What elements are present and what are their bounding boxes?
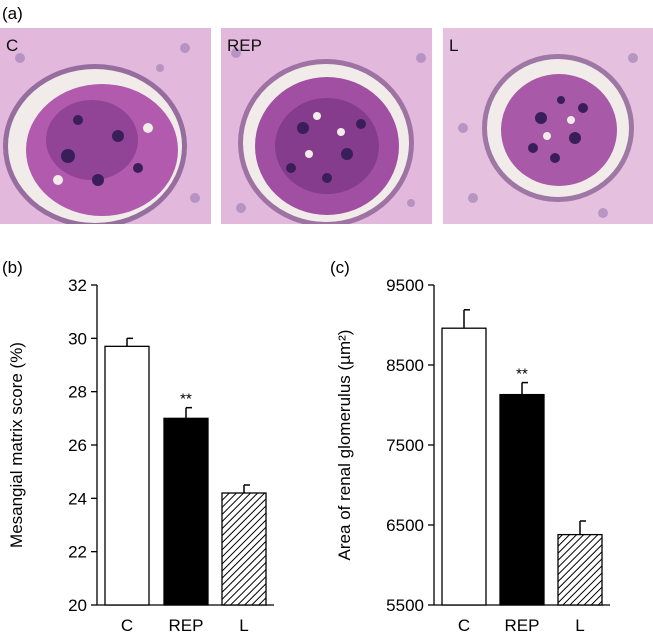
panel-b-letter: (b) — [2, 258, 23, 277]
chart-b-y-tick-label: 32 — [68, 276, 87, 295]
micrograph-rep-image — [221, 28, 432, 224]
panel-a-letter: (a) — [2, 4, 23, 23]
chart-b-y-tick-label: 26 — [68, 436, 87, 455]
micrograph-rep: REP — [221, 28, 432, 224]
chart-b-y-tick-label: 28 — [68, 383, 87, 402]
micrograph-c-image — [0, 28, 211, 224]
chart-c-y-axis-label: Area of renal glomerulus (µm²) — [335, 330, 354, 561]
chart-c-significance-marker: ** — [516, 366, 528, 383]
chart-b-y-tick-label: 20 — [68, 596, 87, 615]
chart-c-y-tick-label: 7500 — [386, 436, 424, 455]
chart-b-y-tick-label: 30 — [68, 329, 87, 348]
chart-b-category-label: REP — [169, 616, 204, 635]
chart-b-y-tick-label: 24 — [68, 489, 87, 508]
chart-c-y-tick-label: 8500 — [386, 356, 424, 375]
chart-b-category-label: L — [239, 616, 248, 635]
chart-c-bar-rep — [499, 393, 545, 606]
chart-c-bar-l — [557, 533, 603, 606]
chart-c-y-tick-label: 5500 — [386, 596, 424, 615]
chart-c-y-tick-label: 9500 — [386, 276, 424, 295]
chart-b-category-label: C — [121, 616, 133, 635]
chart-c-bar-c — [441, 327, 487, 606]
chart-b-y-tick-label: 22 — [68, 543, 87, 562]
chart-b-y-axis-label: Mesangial matrix score (%) — [7, 342, 26, 548]
chart-b-bar-c — [104, 345, 150, 606]
chart-b-significance-marker: ** — [180, 391, 192, 408]
micrograph-rep-label: REP — [227, 36, 262, 55]
chart-b-bar-l — [221, 492, 267, 606]
panel-c-letter: (c) — [330, 258, 350, 277]
chart-c-y-tick-label: 6500 — [386, 516, 424, 535]
chart-b-bar-rep — [163, 417, 209, 606]
micrograph-c: C — [0, 28, 211, 224]
chart-c-category-label: L — [575, 616, 584, 635]
chart-c-category-label: C — [458, 616, 470, 635]
bar-charts: 20 22 24 26 28 30 32 Mesangial matrix score (%)… — [7, 276, 610, 635]
micrograph-l-image — [443, 28, 653, 224]
micrograph-l: L — [443, 28, 653, 224]
micrograph-c-label: C — [6, 36, 19, 55]
micrograph-l-label: L — [449, 36, 459, 55]
chart-c-category-label: REP — [505, 616, 540, 635]
